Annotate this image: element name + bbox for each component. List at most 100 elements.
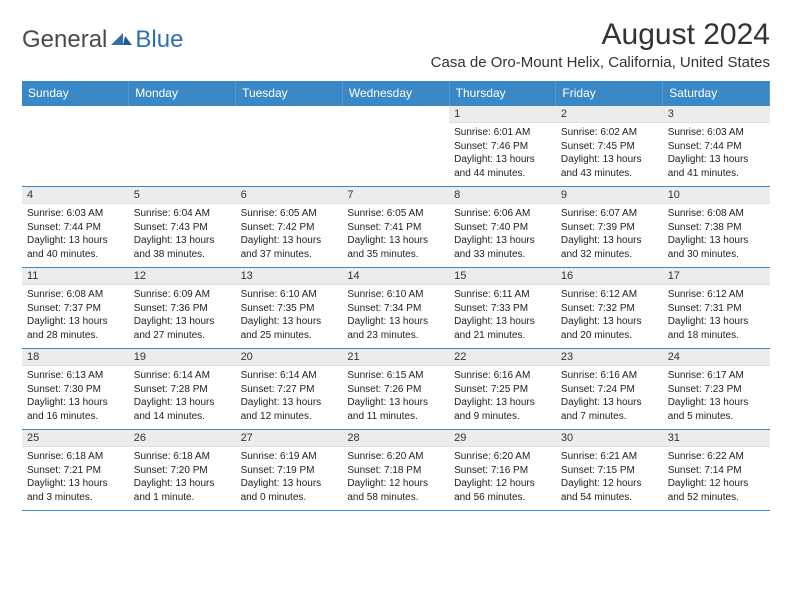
weekday-header: Sunday [22, 81, 129, 106]
day-info: Sunrise: 6:12 AMSunset: 7:32 PMDaylight:… [556, 285, 663, 348]
brand-word-2: Blue [135, 26, 183, 54]
daylight-line: Daylight: 13 hours and 20 minutes. [561, 315, 658, 342]
sunset-line: Sunset: 7:25 PM [454, 383, 551, 397]
sunset-line: Sunset: 7:43 PM [134, 221, 231, 235]
daylight-line: Daylight: 13 hours and 3 minutes. [27, 477, 124, 504]
day-info: Sunrise: 6:15 AMSunset: 7:26 PMDaylight:… [342, 366, 449, 429]
brand-logo: General Blue [22, 26, 183, 54]
weekday-header: Monday [129, 81, 236, 106]
day-info: Sunrise: 6:05 AMSunset: 7:41 PMDaylight:… [342, 204, 449, 267]
daylight-line: Daylight: 13 hours and 23 minutes. [347, 315, 444, 342]
sunset-line: Sunset: 7:32 PM [561, 302, 658, 316]
day-info: Sunrise: 6:17 AMSunset: 7:23 PMDaylight:… [663, 366, 770, 429]
calendar-day-cell: 13Sunrise: 6:10 AMSunset: 7:35 PMDayligh… [236, 268, 343, 349]
calendar-day-cell [22, 106, 129, 187]
day-info: Sunrise: 6:13 AMSunset: 7:30 PMDaylight:… [22, 366, 129, 429]
sunrise-line: Sunrise: 6:02 AM [561, 126, 658, 140]
sunrise-line: Sunrise: 6:10 AM [241, 288, 338, 302]
calendar-day-cell: 24Sunrise: 6:17 AMSunset: 7:23 PMDayligh… [663, 349, 770, 430]
calendar-day-cell: 8Sunrise: 6:06 AMSunset: 7:40 PMDaylight… [449, 187, 556, 268]
calendar-day-cell: 10Sunrise: 6:08 AMSunset: 7:38 PMDayligh… [663, 187, 770, 268]
daylight-line: Daylight: 13 hours and 40 minutes. [27, 234, 124, 261]
calendar-day-cell: 28Sunrise: 6:20 AMSunset: 7:18 PMDayligh… [342, 430, 449, 511]
sunrise-line: Sunrise: 6:03 AM [668, 126, 765, 140]
calendar-day-cell: 6Sunrise: 6:05 AMSunset: 7:42 PMDaylight… [236, 187, 343, 268]
day-info: Sunrise: 6:18 AMSunset: 7:20 PMDaylight:… [129, 447, 236, 510]
calendar-table: SundayMondayTuesdayWednesdayThursdayFrid… [22, 81, 770, 511]
daylight-line: Daylight: 12 hours and 58 minutes. [347, 477, 444, 504]
day-info: Sunrise: 6:12 AMSunset: 7:31 PMDaylight:… [663, 285, 770, 348]
day-info: Sunrise: 6:08 AMSunset: 7:38 PMDaylight:… [663, 204, 770, 267]
day-number: 5 [129, 187, 236, 204]
sunset-line: Sunset: 7:30 PM [27, 383, 124, 397]
sunrise-line: Sunrise: 6:19 AM [241, 450, 338, 464]
daylight-line: Daylight: 13 hours and 14 minutes. [134, 396, 231, 423]
daylight-line: Daylight: 13 hours and 33 minutes. [454, 234, 551, 261]
daylight-line: Daylight: 13 hours and 32 minutes. [561, 234, 658, 261]
calendar-day-cell: 12Sunrise: 6:09 AMSunset: 7:36 PMDayligh… [129, 268, 236, 349]
daylight-line: Daylight: 13 hours and 43 minutes. [561, 153, 658, 180]
location-subtitle: Casa de Oro-Mount Helix, California, Uni… [431, 54, 770, 71]
sunrise-line: Sunrise: 6:12 AM [561, 288, 658, 302]
sunset-line: Sunset: 7:37 PM [27, 302, 124, 316]
calendar-day-cell: 23Sunrise: 6:16 AMSunset: 7:24 PMDayligh… [556, 349, 663, 430]
day-number: 7 [342, 187, 449, 204]
day-info: Sunrise: 6:05 AMSunset: 7:42 PMDaylight:… [236, 204, 343, 267]
day-number: 28 [342, 430, 449, 447]
sunrise-line: Sunrise: 6:08 AM [668, 207, 765, 221]
daylight-line: Daylight: 13 hours and 7 minutes. [561, 396, 658, 423]
daylight-line: Daylight: 13 hours and 11 minutes. [347, 396, 444, 423]
sunrise-line: Sunrise: 6:01 AM [454, 126, 551, 140]
title-block: August 2024 Casa de Oro-Mount Helix, Cal… [431, 18, 770, 71]
sunrise-line: Sunrise: 6:20 AM [347, 450, 444, 464]
calendar-day-cell [129, 106, 236, 187]
sunrise-line: Sunrise: 6:12 AM [668, 288, 765, 302]
sunset-line: Sunset: 7:33 PM [454, 302, 551, 316]
daylight-line: Daylight: 13 hours and 27 minutes. [134, 315, 231, 342]
calendar-day-cell: 25Sunrise: 6:18 AMSunset: 7:21 PMDayligh… [22, 430, 129, 511]
calendar-day-cell: 14Sunrise: 6:10 AMSunset: 7:34 PMDayligh… [342, 268, 449, 349]
sunrise-line: Sunrise: 6:18 AM [27, 450, 124, 464]
weekday-header: Tuesday [236, 81, 343, 106]
daylight-line: Daylight: 13 hours and 44 minutes. [454, 153, 551, 180]
weekday-header: Saturday [663, 81, 770, 106]
sunrise-line: Sunrise: 6:05 AM [241, 207, 338, 221]
sunset-line: Sunset: 7:16 PM [454, 464, 551, 478]
day-info: Sunrise: 6:03 AMSunset: 7:44 PMDaylight:… [663, 123, 770, 186]
sunrise-line: Sunrise: 6:10 AM [347, 288, 444, 302]
sunset-line: Sunset: 7:24 PM [561, 383, 658, 397]
day-number: 11 [22, 268, 129, 285]
sunrise-line: Sunrise: 6:16 AM [561, 369, 658, 383]
calendar-day-cell: 15Sunrise: 6:11 AMSunset: 7:33 PMDayligh… [449, 268, 556, 349]
day-number: 30 [556, 430, 663, 447]
sunset-line: Sunset: 7:19 PM [241, 464, 338, 478]
sunset-line: Sunset: 7:15 PM [561, 464, 658, 478]
day-number: 22 [449, 349, 556, 366]
day-info: Sunrise: 6:16 AMSunset: 7:24 PMDaylight:… [556, 366, 663, 429]
day-number: 19 [129, 349, 236, 366]
daylight-line: Daylight: 12 hours and 56 minutes. [454, 477, 551, 504]
calendar-day-cell: 4Sunrise: 6:03 AMSunset: 7:44 PMDaylight… [22, 187, 129, 268]
day-number: 27 [236, 430, 343, 447]
sunrise-line: Sunrise: 6:20 AM [454, 450, 551, 464]
sunrise-line: Sunrise: 6:18 AM [134, 450, 231, 464]
day-info: Sunrise: 6:14 AMSunset: 7:28 PMDaylight:… [129, 366, 236, 429]
daylight-line: Daylight: 13 hours and 37 minutes. [241, 234, 338, 261]
calendar-day-cell: 17Sunrise: 6:12 AMSunset: 7:31 PMDayligh… [663, 268, 770, 349]
sunset-line: Sunset: 7:41 PM [347, 221, 444, 235]
calendar-day-cell [236, 106, 343, 187]
sunrise-line: Sunrise: 6:11 AM [454, 288, 551, 302]
calendar-day-cell [342, 106, 449, 187]
daylight-line: Daylight: 13 hours and 41 minutes. [668, 153, 765, 180]
day-number: 31 [663, 430, 770, 447]
day-number: 1 [449, 106, 556, 123]
daylight-line: Daylight: 13 hours and 38 minutes. [134, 234, 231, 261]
daylight-line: Daylight: 13 hours and 28 minutes. [27, 315, 124, 342]
calendar-week-row: 18Sunrise: 6:13 AMSunset: 7:30 PMDayligh… [22, 349, 770, 430]
day-number: 29 [449, 430, 556, 447]
daylight-line: Daylight: 13 hours and 12 minutes. [241, 396, 338, 423]
day-info: Sunrise: 6:04 AMSunset: 7:43 PMDaylight:… [129, 204, 236, 267]
calendar-day-cell: 18Sunrise: 6:13 AMSunset: 7:30 PMDayligh… [22, 349, 129, 430]
day-number: 21 [342, 349, 449, 366]
day-number: 10 [663, 187, 770, 204]
